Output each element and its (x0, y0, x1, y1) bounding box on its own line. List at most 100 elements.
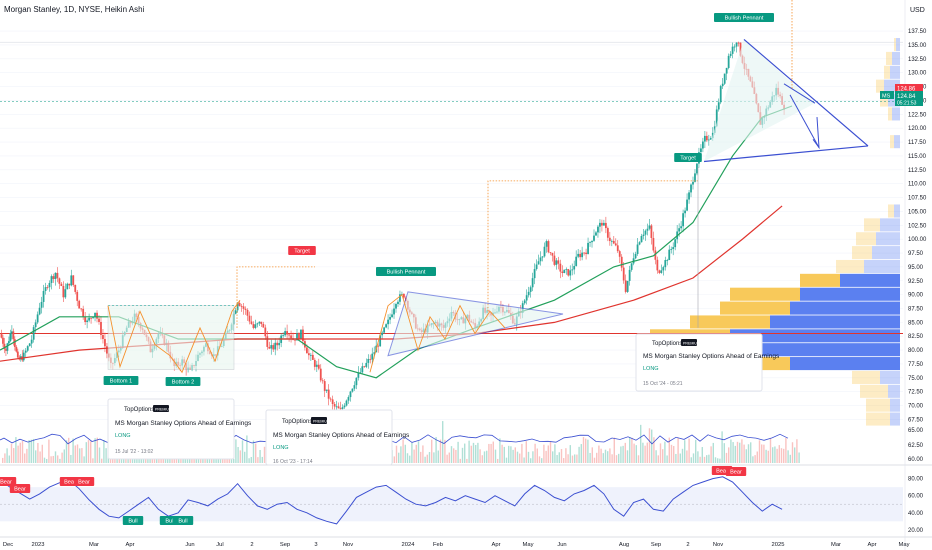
volume-bar (470, 445, 472, 463)
volume-bar (613, 437, 615, 463)
candle-body (555, 260, 558, 265)
candle-body (260, 321, 263, 325)
candle-body (581, 252, 584, 258)
volume-bar (250, 456, 252, 463)
candle-body (630, 263, 633, 270)
candle-body (44, 287, 47, 291)
candle-body (646, 228, 649, 231)
volume-bar (494, 449, 497, 463)
volume-bar (690, 457, 692, 463)
x-tick-label: Nov (343, 542, 353, 548)
candle-body (377, 345, 380, 347)
idea-card-2[interactable]: TopOptions PREMIUM MS Morgan Stanley Opt… (265, 409, 410, 466)
candle-body (94, 312, 96, 318)
candle-body (702, 141, 704, 149)
rsi-bear-badge-text: Bear (14, 487, 26, 493)
candle-body (321, 380, 324, 382)
candle-body (717, 102, 720, 110)
volume-bar (615, 455, 618, 463)
candle-body (559, 263, 562, 272)
volume-bar (787, 450, 789, 463)
candle-body (102, 335, 104, 340)
idea-card-3[interactable]: TopOptions PREMIUM MS Morgan Stanley Opt… (635, 333, 780, 392)
candle-body (599, 222, 601, 227)
idea-date: 16 Oct '23 - 17:14 (273, 459, 313, 465)
volume-bar (679, 453, 681, 463)
candle-body (12, 331, 15, 340)
target-badge-2-text: Target (680, 156, 696, 162)
volume-bar (578, 446, 580, 463)
volume-bar (37, 442, 39, 463)
candle-body (264, 327, 267, 337)
candle-body (52, 276, 55, 280)
x-tick-label: Dec (3, 542, 13, 548)
volume-profile-down-bar (852, 246, 872, 260)
volume-bar (712, 442, 714, 463)
volume-bar (763, 444, 765, 463)
volume-bar (725, 452, 728, 463)
volume-bar (624, 442, 626, 463)
candle-body (391, 314, 393, 318)
volume-bar (4, 453, 6, 463)
volume-bar (98, 447, 101, 463)
rsi-tick-label: 60.00 (908, 494, 924, 500)
volume-bar (587, 439, 589, 463)
volume-bar (76, 444, 79, 463)
candle-body (335, 406, 338, 408)
y-tick-label: 102.50 (908, 223, 927, 229)
idea-title[interactable]: MS Morgan Stanley Options Ahead of Earni… (115, 420, 252, 427)
x-tick-label: 2 (250, 542, 253, 548)
candle-body (608, 237, 611, 241)
candle-body (387, 319, 389, 325)
candle-body (296, 333, 298, 341)
volume-bar (527, 451, 530, 463)
volume-bar (6, 448, 8, 463)
candle-body (573, 265, 576, 270)
volume-bar (646, 442, 648, 463)
volume-bar (677, 437, 679, 463)
volume-bar (41, 444, 43, 463)
volume-bar (600, 448, 602, 463)
idea-title[interactable]: MS Morgan Stanley Options Ahead of Earni… (643, 353, 780, 360)
candle-body (527, 291, 530, 296)
volume-profile-down-bar (860, 384, 888, 398)
candle-body (341, 407, 344, 409)
volume-bar (728, 447, 730, 463)
volume-bar (655, 450, 657, 463)
volume-profile-up-bar (864, 259, 900, 274)
idea-title[interactable]: MS Morgan Stanley Options Ahead of Earni… (273, 432, 410, 439)
candle-body (351, 388, 354, 392)
volume-bar (516, 451, 519, 463)
idea-direction: LONG (115, 433, 131, 439)
volume-bar (730, 439, 732, 463)
volume-bar (400, 446, 402, 463)
symbol-tag-text: MS (882, 94, 891, 100)
volume-profile-down-bar (800, 273, 840, 287)
y-tick-label: 90.00 (908, 293, 924, 299)
volume-bar (747, 444, 750, 463)
volume-bar (761, 444, 763, 463)
pennant-1 (387, 291, 564, 357)
volume-bar (798, 452, 800, 463)
candle-body (16, 351, 19, 358)
volume-bar (706, 455, 708, 463)
candle-body (98, 318, 100, 322)
volume-bar (563, 458, 565, 463)
volume-bar (684, 440, 686, 463)
volume-bar (657, 455, 659, 463)
pennant-2-fill (704, 39, 815, 162)
currency-label: USD (910, 7, 925, 14)
candle-body (266, 336, 269, 347)
candle-body (80, 308, 83, 310)
volume-bar (54, 451, 57, 463)
candle-body (385, 324, 387, 328)
volume-bar (499, 438, 501, 463)
idea-card-1[interactable]: TopOptions PREMIUM MS Morgan Stanley Opt… (107, 398, 252, 460)
volume-bar (637, 455, 640, 463)
candle-body (636, 244, 639, 254)
candle-body (593, 235, 595, 241)
candle-body (597, 226, 599, 233)
volume-bar (263, 446, 266, 463)
candle-body (379, 335, 382, 347)
